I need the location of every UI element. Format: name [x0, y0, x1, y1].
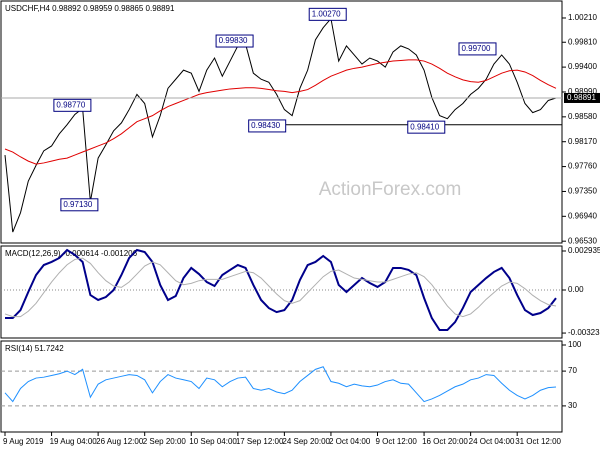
annotation-label: 0.98430 — [251, 121, 280, 130]
watermark: ActionForex.com — [319, 179, 462, 200]
series-line — [4, 257, 557, 318]
y-tick-label: 0.98580 — [568, 112, 597, 121]
y-tick-label: 0.97760 — [568, 162, 597, 171]
current-price-box — [564, 92, 600, 103]
annotation-label: 1.00270 — [312, 9, 341, 18]
annotation-label: 0.98410 — [410, 122, 439, 131]
y-tick-label: 0.99810 — [568, 37, 597, 46]
panel-frame — [0, 0, 563, 244]
y-tick-label: 0.99400 — [568, 62, 597, 71]
panel-frame — [0, 245, 563, 339]
annotation-label: 0.98770 — [56, 100, 85, 109]
y-tick-label: 0.96940 — [568, 211, 597, 220]
annotation-box — [248, 119, 287, 133]
x-tick-label: 31 Oct 12:00 — [515, 437, 561, 446]
series-line — [4, 366, 557, 403]
y-tick-label: 0.98170 — [568, 137, 597, 146]
series-line — [5, 248, 557, 332]
y-tick-label: 0.00 — [568, 285, 584, 294]
series-line — [4, 17, 557, 233]
annotation-label: 0.99700 — [461, 44, 490, 53]
panel-frame — [0, 340, 563, 433]
y-tick-label: -0.003238 — [568, 328, 600, 337]
panel-title: USDCHF,H4 0.98892 0.98959 0.98865 0.9889… — [5, 4, 175, 13]
x-tick-label: 9 Oct 12:00 — [376, 437, 418, 446]
x-tick-label: 16 Oct 20:00 — [422, 437, 468, 446]
current-price-label: 0.98891 — [567, 93, 596, 102]
y-tick-label: 0.96530 — [568, 236, 597, 245]
annotation-box — [215, 34, 254, 48]
annotation-box — [308, 7, 347, 21]
annotation-box — [53, 98, 92, 112]
annotation-box — [407, 120, 446, 134]
y-tick-label: 1.00210 — [568, 13, 597, 22]
annotation-label: 0.99830 — [219, 36, 248, 45]
y-tick-label: 0.002935 — [568, 246, 600, 255]
x-tick-label: 19 Aug 04:00 — [50, 437, 98, 446]
y-tick-label: 100 — [568, 340, 582, 349]
x-tick-label: 2 Oct 04:00 — [329, 437, 371, 446]
series-line — [4, 59, 557, 165]
panel-title: RSI(14) 51.7242 — [5, 344, 64, 353]
annotation-box — [60, 198, 99, 212]
x-tick-label: 17 Sep 12:00 — [236, 437, 284, 446]
annotation-box — [458, 42, 497, 56]
x-tick-label: 24 Sep 20:00 — [282, 437, 330, 446]
x-tick-label: 9 Aug 2019 — [3, 437, 44, 446]
x-tick-label: 24 Oct 04:00 — [469, 437, 515, 446]
x-tick-label: 2 Sep 20:00 — [143, 437, 187, 446]
annotation-label: 0.97130 — [63, 200, 92, 209]
y-tick-label: 0.97350 — [568, 187, 597, 196]
x-tick-label: 10 Sep 04:00 — [189, 437, 237, 446]
y-tick-label: 70 — [568, 366, 577, 375]
x-tick-label: 26 Aug 12:00 — [96, 437, 144, 446]
y-tick-label: 0.98990 — [568, 87, 597, 96]
y-tick-label: 30 — [568, 401, 577, 410]
